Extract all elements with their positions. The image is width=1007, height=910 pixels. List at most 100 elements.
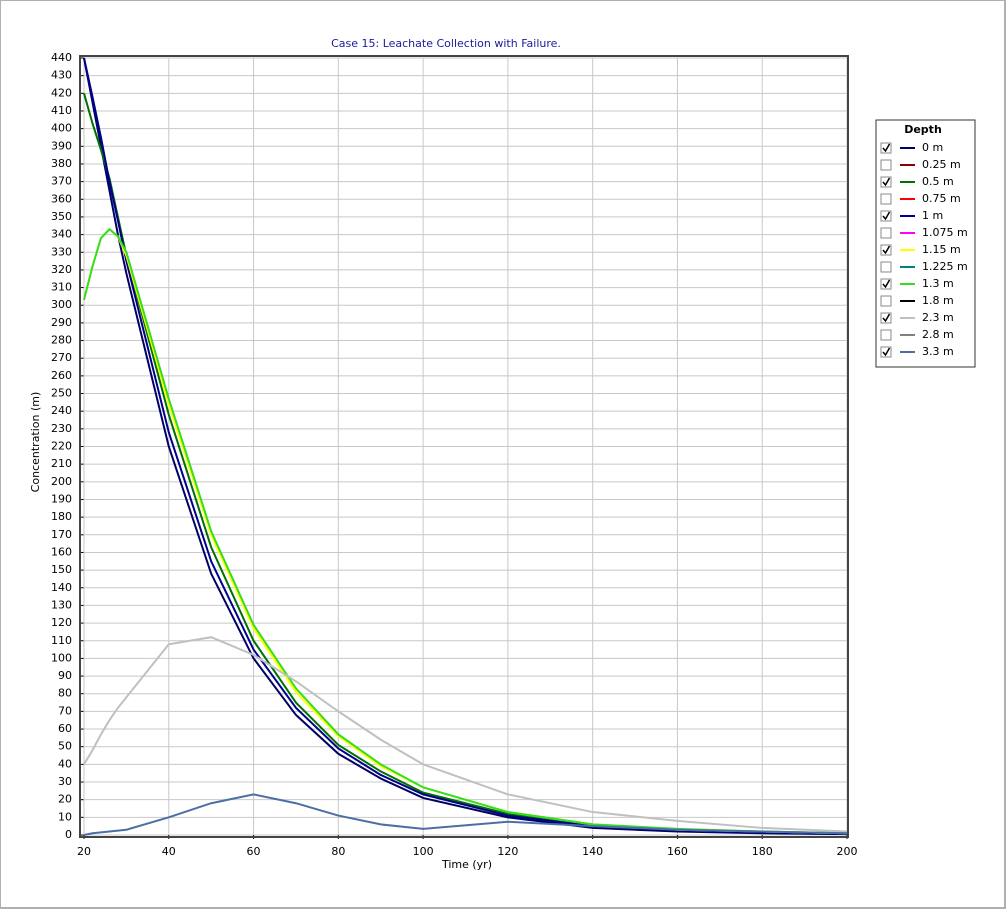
legend-label: 0.75 m	[922, 192, 961, 205]
legend-box	[875, 119, 976, 368]
y-tick-label: 360	[51, 192, 72, 205]
y-tick-label: 310	[51, 281, 72, 294]
legend-label: 1.3 m	[922, 277, 954, 290]
legend-checkbox[interactable]	[880, 142, 892, 154]
legend-checkmark	[882, 177, 891, 187]
y-tick-label: 60	[58, 722, 72, 735]
x-tick-label: 200	[837, 845, 858, 858]
x-tick-label: 100	[413, 845, 434, 858]
y-tick-label: 290	[51, 316, 72, 329]
legend-checkmark	[882, 313, 891, 323]
legend-checkmark	[882, 143, 891, 153]
legend-checkbox[interactable]	[880, 244, 892, 256]
y-tick-label: 180	[51, 510, 72, 523]
legend-checkbox[interactable]	[880, 346, 892, 358]
y-tick-label: 50	[58, 740, 72, 753]
y-tick-label: 390	[51, 139, 72, 152]
legend-label: 0.25 m	[922, 158, 961, 171]
y-tick-label: 220	[51, 440, 72, 453]
legend-checkbox[interactable]	[880, 210, 892, 222]
x-axis-label: Time (yr)	[441, 858, 492, 871]
y-tick-label: 120	[51, 616, 72, 629]
x-tick-label: 40	[162, 845, 176, 858]
y-tick-label: 80	[58, 687, 72, 700]
y-tick-label: 70	[58, 704, 72, 717]
x-tick-label: 140	[582, 845, 603, 858]
y-tick-label: 230	[51, 422, 72, 435]
legend-checkbox[interactable]	[880, 159, 892, 171]
legend-label: 1.15 m	[922, 243, 961, 256]
y-tick-label: 40	[58, 757, 72, 770]
y-tick-label: 400	[51, 122, 72, 135]
legend-label: 1.225 m	[922, 260, 968, 273]
y-tick-label: 110	[51, 634, 72, 647]
y-tick-label: 160	[51, 545, 72, 558]
y-tick-label: 20	[58, 793, 72, 806]
y-tick-label: 30	[58, 775, 72, 788]
y-tick-label: 170	[51, 528, 72, 541]
y-tick-label: 420	[51, 86, 72, 99]
y-tick-label: 190	[51, 492, 72, 505]
legend-checkbox[interactable]	[880, 278, 892, 290]
y-tick-label: 430	[51, 69, 72, 82]
x-tick-label: 160	[667, 845, 688, 858]
y-tick-label: 200	[51, 475, 72, 488]
legend-checkbox[interactable]	[880, 176, 892, 188]
legend-label: 0 m	[922, 141, 943, 154]
x-tick-label: 120	[497, 845, 518, 858]
legend-checkbox[interactable]	[880, 227, 892, 239]
y-tick-label: 250	[51, 387, 72, 400]
y-tick-label: 370	[51, 175, 72, 188]
y-tick-label: 260	[51, 369, 72, 382]
y-tick-label: 300	[51, 298, 72, 311]
plot-frame	[79, 55, 849, 838]
y-tick-label: 320	[51, 263, 72, 276]
y-tick-label: 380	[51, 157, 72, 170]
y-tick-label: 350	[51, 210, 72, 223]
y-tick-label: 410	[51, 104, 72, 117]
legend-checkmark	[882, 347, 891, 357]
legend-checkbox[interactable]	[880, 295, 892, 307]
y-tick-label: 10	[58, 810, 72, 823]
x-tick-label: 80	[331, 845, 345, 858]
legend-label: 1.075 m	[922, 226, 968, 239]
series-line	[83, 793, 848, 836]
y-tick-label: 330	[51, 245, 72, 258]
chart-title: Case 15: Leachate Collection with Failur…	[331, 37, 561, 50]
legend-label: 2.8 m	[922, 328, 954, 341]
series-line	[83, 227, 848, 835]
legend-checkmark	[882, 245, 891, 255]
y-tick-label: 340	[51, 228, 72, 241]
legend-checkbox[interactable]	[880, 261, 892, 273]
series-line	[83, 57, 848, 836]
series-line	[83, 636, 848, 833]
y-axis-label: Concentration (m)	[29, 392, 42, 493]
legend-checkbox[interactable]	[880, 312, 892, 324]
x-tick-label: 60	[247, 845, 261, 858]
y-tick-label: 90	[58, 669, 72, 682]
y-tick-label: 140	[51, 581, 72, 594]
x-tick-label: 20	[77, 845, 91, 858]
y-tick-label: 150	[51, 563, 72, 576]
legend-checkmark	[882, 279, 891, 289]
y-tick-label: 240	[51, 404, 72, 417]
y-tick-label: 210	[51, 457, 72, 470]
legend-checkmark	[882, 211, 891, 221]
x-tick-label: 180	[752, 845, 773, 858]
legend-label: 0.5 m	[922, 175, 954, 188]
legend-checkbox[interactable]	[880, 329, 892, 341]
legend-title: Depth	[904, 123, 942, 136]
legend-label: 3.3 m	[922, 345, 954, 358]
y-tick-label: 100	[51, 651, 72, 664]
y-tick-label: 280	[51, 334, 72, 347]
legend-label: 2.3 m	[922, 311, 954, 324]
y-tick-label: 270	[51, 351, 72, 364]
legend-checkbox[interactable]	[880, 193, 892, 205]
y-tick-label: 0	[65, 828, 72, 841]
legend-label: 1 m	[922, 209, 943, 222]
y-tick-label: 440	[51, 51, 72, 64]
legend-label: 1.8 m	[922, 294, 954, 307]
